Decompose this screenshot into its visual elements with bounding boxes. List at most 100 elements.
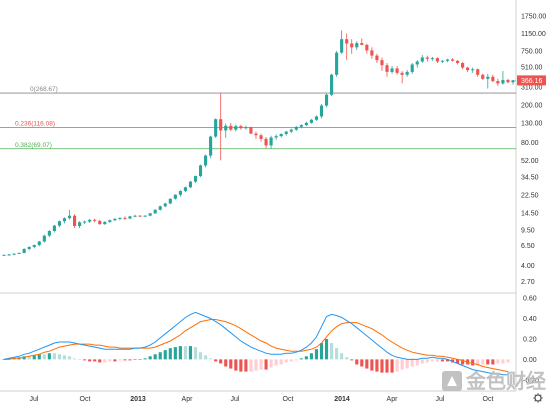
signal-line [4,319,509,373]
price-axis-tick-label: 14.50 [521,210,539,217]
macd-histogram-bar [143,358,147,360]
macd-histogram-bar [380,359,384,373]
candle-body [57,221,61,226]
gear-icon-tooth [539,399,542,402]
macd-histogram-bar [400,359,404,370]
candle-body [128,216,132,219]
candle-body [103,221,107,225]
candle-body [188,181,193,188]
price-axis-tick-label: 750.00 [521,48,543,55]
candle-body [415,61,419,65]
macd-histogram-bar [57,354,61,360]
candle-body [183,187,187,191]
macd-histogram-bar [113,359,117,362]
time-axis-tick-label: Jul [30,396,39,403]
macd-histogram-bar [304,356,308,360]
macd-histogram-bar [27,356,31,360]
macd-histogram-bar [83,359,87,361]
macd-histogram-bar [22,356,26,360]
macd-histogram-bar [284,359,288,363]
candle-body [17,252,21,254]
candle-body [239,126,243,129]
candle-body [466,67,470,71]
macd-histogram-bar [42,354,46,360]
candle-body [62,218,67,222]
macd-histogram-bar [330,343,334,360]
candle-body [133,215,137,217]
candle-body [158,206,162,210]
macd-histogram-bar [299,358,303,360]
candle-body [284,131,288,135]
fib-level-label: 0.236(116.08) [15,120,55,127]
macd-histogram-bar [350,359,354,361]
candle-body [314,116,319,120]
macd-histogram-bar [375,359,379,372]
time-axis-tick-label: Apr [387,396,399,403]
macd-histogram-bar [173,347,177,360]
macd-histogram-bar [229,359,233,369]
candle-body [123,217,127,219]
macd-axis-tick-label: 0.40 [523,316,537,323]
candle-body [113,218,117,221]
candle-body [138,215,142,217]
macd-histogram-bar [72,358,77,360]
macd-histogram-bar [98,359,102,363]
candle-body [420,57,424,62]
macd-histogram-bar [340,353,344,360]
watermark-logo-glyph [447,376,457,386]
candle-body [234,126,238,130]
fib-level-label: 0(268.67) [30,86,58,93]
macd-histogram-bar [153,354,157,360]
candle-body [481,74,485,79]
macd-histogram-bar [496,359,500,364]
candle-body [27,246,31,249]
macd-histogram-bar [239,359,243,372]
candle-body [501,79,505,84]
macd-histogram-bar [178,346,182,360]
candle-body [204,155,208,166]
watermark-logo: 金色财经 [442,369,546,393]
macd-histogram-bar [183,346,187,360]
candle-body [67,215,72,219]
macd-histogram-bar [370,359,374,371]
macd-histogram-bar [209,358,213,360]
candle-body [168,198,172,204]
macd-histogram-bar [405,359,409,369]
price-axis-tick-label: 52.00 [521,158,539,165]
candle-body [143,215,147,217]
macd-histogram-bar [37,354,41,360]
candle-body [496,81,500,84]
candle-body [430,58,434,60]
macd-histogram-bar [158,352,162,360]
macd-histogram-bar [88,359,92,362]
macd-histogram-bar [335,348,339,360]
gear-icon[interactable] [534,394,542,402]
candle-body [108,220,112,222]
candle-body [244,127,248,129]
candle-body [461,62,465,68]
candle-body [83,221,87,223]
macd-axis-tick-label: -0.20 [523,377,539,384]
macd-histogram-bar [198,352,203,360]
candle-body [506,79,510,83]
candle-body [385,65,389,72]
macd-histogram-bar [360,359,364,367]
price-axis-tick-label: 1150.00 [521,31,546,38]
candle-body [229,125,233,130]
macd-histogram-bar [128,359,132,361]
candle-body [491,76,495,82]
macd-histogram-bar [486,359,490,365]
macd-histogram-bar [254,359,258,371]
macd-histogram-bar [224,359,228,367]
macd-histogram-bar [148,356,152,360]
candle-body [309,119,313,123]
gear-icon-tooth [534,394,537,397]
macd-histogram-bar [138,359,142,360]
candle-body [486,76,490,79]
candle-body [118,217,122,219]
macd-histogram-bar [425,359,429,363]
candle-body [88,219,92,222]
time-axis-tick-label: Jul [231,396,240,403]
macd-histogram-bar [365,359,369,369]
